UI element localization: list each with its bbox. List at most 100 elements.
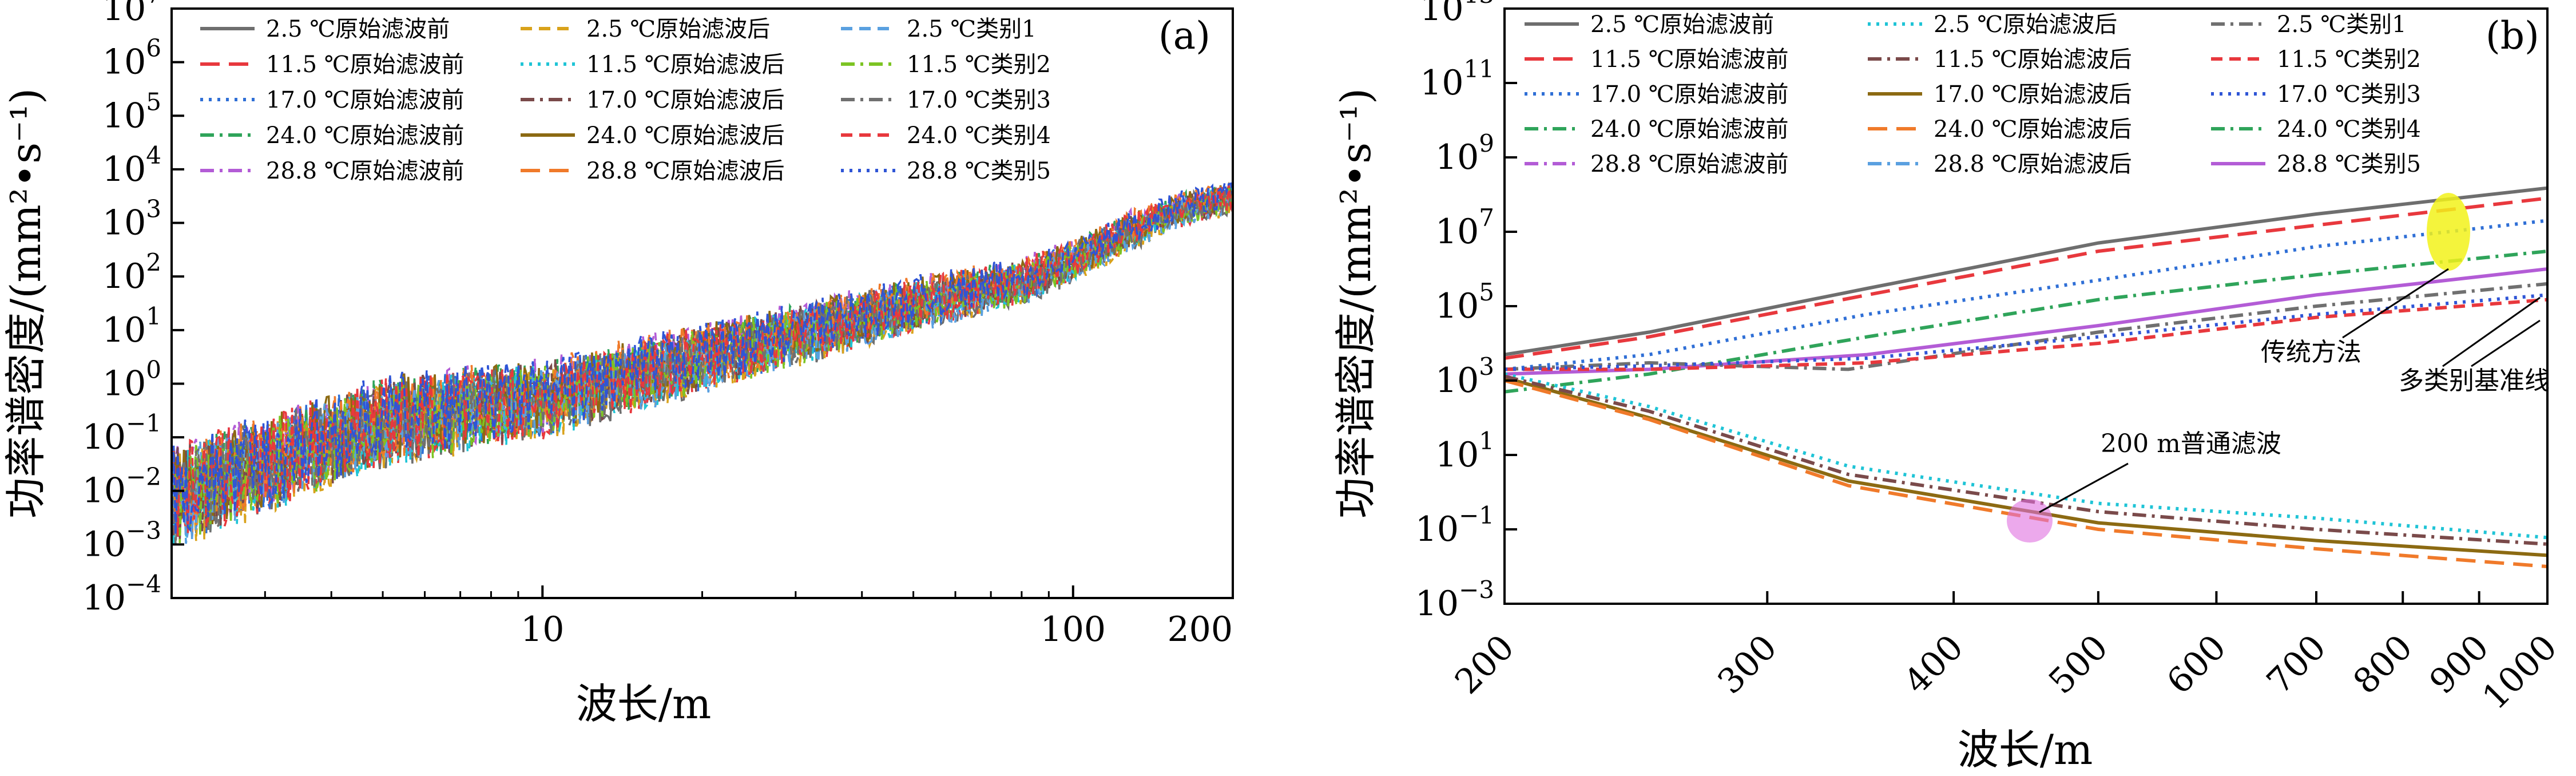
panel-a-x-tick-label: 10 (521, 609, 564, 650)
panel-a-plot-lines (172, 181, 1233, 552)
panel-a-y-tick-label: 102 (102, 248, 161, 296)
panel-b-series-line (1505, 298, 2547, 371)
panel-b-y-tick-exponent: 7 (1479, 204, 1494, 232)
panel-a-series-line (172, 182, 1233, 540)
panel-b-y-tick-exponent: −1 (1459, 501, 1494, 529)
legend-entry: 17.0 ℃类别3 (907, 87, 1051, 113)
legend-entry: 2.5 ℃原始滤波前 (1590, 11, 1774, 38)
legend-entry: 28.8 ℃原始滤波后 (1934, 151, 2132, 177)
panel-b-y-tick-label: 109 (1435, 129, 1494, 177)
panel-a: 10−410−310−210−1100101102103104105106107… (2, 0, 1234, 728)
panel-a-y-tick-exponent: 5 (146, 88, 161, 116)
legend-entry: 11.5 ℃类别2 (907, 52, 1051, 78)
panel-a-series-line (172, 187, 1233, 543)
panel-a-y-tick-base: 10 (102, 0, 146, 29)
panel-b-y-tick-base: 10 (1420, 63, 1463, 103)
panel-a-y-tick-exponent: 6 (146, 34, 161, 62)
legend-entry: 17.0 ℃原始滤波前 (1590, 81, 1789, 108)
legend-entry: 24.0 ℃原始滤波前 (266, 122, 465, 149)
panel-b-series-line (1505, 186, 2547, 357)
legend-entry: 17.0 ℃原始滤波后 (1934, 81, 2132, 108)
panel-a-y-tick-base: 10 (82, 417, 126, 457)
legend-entry: 24.0 ℃原始滤波前 (1590, 116, 1789, 142)
panel-b-series-line (1505, 250, 2547, 394)
panel-a-x-ticks: 10 100 200 (170, 585, 1234, 650)
panel-a-y-tick-label: 106 (102, 34, 161, 82)
panel-a-y-tick-base: 10 (102, 42, 146, 82)
panel-b-y-tick-base: 10 (1435, 286, 1479, 326)
panel-b-y-tick-label: 1011 (1420, 55, 1494, 103)
panel-a-y-tick-label: 100 (102, 355, 161, 403)
panel-b-y-axis-title: 功率谱密度/(mm²•s⁻¹) (1332, 88, 1380, 518)
legend-entry: 11.5 ℃原始滤波前 (266, 52, 465, 78)
panel-a-y-tick-base: 10 (102, 96, 146, 136)
annotation-pointer-traditional (2342, 268, 2449, 339)
panel-a-y-tick-label: 10−3 (82, 516, 161, 564)
panel-a-y-tick-base: 10 (102, 363, 146, 403)
panel-b-x-tick-label: 200 (1447, 627, 1522, 702)
annotation-pointer-baseline-1 (2442, 296, 2541, 367)
panel-a-y-tick-exponent: 3 (146, 195, 161, 223)
panel-b-series-line (1505, 372, 2547, 540)
annotation-traditional-method: 传统方法 (2261, 338, 2361, 367)
panel-b-x-tick-label: 1000 (2475, 627, 2565, 717)
panel-a-y-tick-exponent: 4 (146, 141, 161, 169)
yellow-highlight-marker (2427, 193, 2470, 271)
panel-a-series-line (172, 189, 1233, 545)
panel-a-x-axis-title: 波长/m (576, 680, 712, 728)
panel-b-y-tick-label: 107 (1435, 204, 1494, 252)
panel-a-y-tick-label: 107 (102, 0, 161, 29)
panel-a-series-line (172, 183, 1233, 540)
panel-a-y-tick-base: 10 (102, 256, 146, 296)
legend-entry: 24.0 ℃类别4 (2277, 116, 2421, 142)
panel-b-y-tick-exponent: 11 (1464, 55, 1494, 83)
panel-a-y-tick-exponent: −1 (126, 409, 161, 437)
panel-b-series-line (1505, 293, 2547, 371)
legend-entry: 17.0 ℃原始滤波前 (266, 87, 465, 113)
panel-a-y-tick-base: 10 (102, 310, 146, 350)
legend-entry: 17.0 ℃类别3 (2277, 81, 2421, 108)
panel-a-y-tick-label: 104 (102, 141, 161, 189)
panel-b-y-tick-base: 10 (1435, 212, 1479, 252)
panel-a-y-tick-exponent: 1 (146, 302, 161, 330)
legend-entry: 2.5 ℃类别1 (2277, 11, 2407, 38)
legend-entry: 28.8 ℃类别5 (907, 158, 1051, 184)
panel-b-x-tick-label: 800 (2345, 627, 2420, 702)
panel-b-y-tick-label: 1013 (1420, 0, 1494, 29)
panel-a-y-tick-exponent: 0 (146, 355, 161, 383)
panel-a-y-tick-label: 101 (102, 302, 161, 350)
panel-a-y-tick-label: 10−1 (82, 409, 161, 457)
panel-b-y-tick-base: 10 (1435, 137, 1479, 177)
panel-a-y-tick-exponent: −4 (126, 570, 161, 598)
panel-b-x-tick-label: 400 (1896, 627, 1971, 702)
panel-a-y-tick-label: 10−4 (82, 570, 161, 618)
legend-entry: 17.0 ℃原始滤波后 (586, 87, 785, 113)
panel-b-y-tick-label: 10−3 (1415, 576, 1494, 624)
annotation-200m-filter: 200 m普通滤波 (2101, 429, 2281, 458)
panel-b-y-tick-label: 103 (1435, 353, 1494, 401)
panel-b-y-tick-label: 101 (1435, 427, 1494, 475)
panel-b-series-line (1505, 374, 2547, 546)
panel-b-x-tick-label: 600 (2160, 627, 2234, 702)
panel-a-y-tick-label: 103 (102, 195, 161, 243)
panel-b-y-tick-exponent: 13 (1464, 0, 1494, 9)
magenta-highlight-marker (2007, 499, 2053, 543)
panel-b-y-tick-exponent: 5 (1479, 278, 1494, 306)
panel-b-series-line (1505, 282, 2547, 371)
annotation-multiclass-baseline: 多类别基准线 (2399, 366, 2550, 395)
panel-b-series-line (1505, 196, 2547, 360)
panel-b-series-line (1505, 267, 2547, 376)
panel-a-y-tick-label: 10−2 (82, 463, 161, 511)
legend-entry: 2.5 ℃原始滤波后 (586, 16, 770, 42)
panel-a-y-ticks: 10−410−310−210−1100101102103104105106107 (82, 0, 184, 618)
panel-a-y-tick-exponent: −2 (126, 463, 161, 491)
legend-entry: 28.8 ℃原始滤波前 (1590, 151, 1789, 177)
panel-b-series-line (1505, 376, 2547, 557)
panel-a-y-tick-exponent: 7 (146, 0, 161, 9)
panel-b-y-tick-exponent: 1 (1479, 427, 1494, 455)
panel-b-series-line (1505, 219, 2547, 371)
panel-a-y-tick-base: 10 (82, 578, 126, 618)
panel-a-series-line (172, 187, 1233, 544)
